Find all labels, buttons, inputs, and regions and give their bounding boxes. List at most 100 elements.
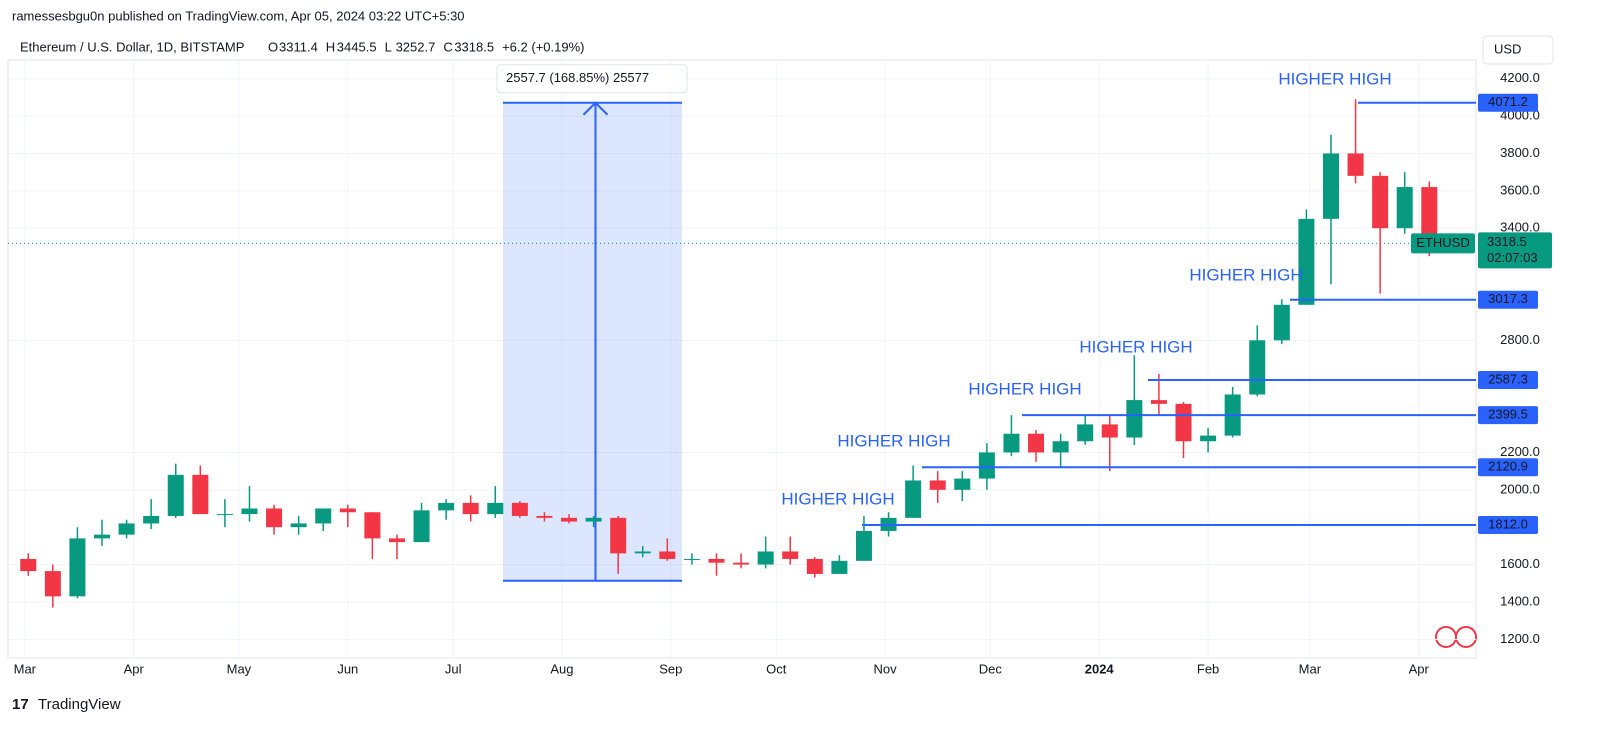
candle-body	[1175, 403, 1192, 442]
flag-icon[interactable]	[1455, 626, 1477, 648]
candle-body	[855, 530, 872, 561]
candle-body	[1372, 175, 1389, 229]
y-tick-label: 1400.0	[1500, 593, 1540, 608]
y-tick-label: 2200.0	[1500, 444, 1540, 459]
candle-body	[929, 480, 946, 490]
candle-body	[167, 474, 184, 516]
candle-body	[659, 551, 676, 559]
level-label: 4071.2	[1488, 94, 1528, 109]
candle-body	[290, 523, 307, 528]
x-tick-label: May	[227, 661, 252, 676]
x-tick-label: Oct	[766, 661, 787, 676]
candle-body	[1298, 218, 1315, 305]
level-tag	[1478, 458, 1538, 477]
y-tick-label: 3400.0	[1500, 220, 1540, 235]
level-tag	[1478, 290, 1538, 309]
candle-body	[462, 502, 479, 515]
x-tick-label: Aug	[550, 661, 573, 676]
candle-body	[364, 512, 381, 539]
candle-body	[192, 474, 209, 515]
candle-body	[413, 510, 430, 543]
ohlc-key: C	[443, 39, 452, 54]
flag-icon[interactable]	[1435, 626, 1457, 648]
candle-body	[1200, 435, 1217, 442]
price-tag-value: 3318.5	[1487, 234, 1527, 249]
annotation: HIGHER HIGH	[1278, 69, 1391, 88]
annotation: HIGHER HIGH	[1189, 265, 1302, 284]
x-tick-label: Nov	[874, 661, 898, 676]
symbol-tag	[1411, 233, 1475, 254]
x-tick-label: Dec	[979, 661, 1003, 676]
level-label: 1812.0	[1488, 516, 1528, 531]
candle-body	[118, 523, 135, 535]
level-tag	[1478, 93, 1538, 112]
y-tick-label: 2800.0	[1500, 332, 1540, 347]
candle-body	[1421, 187, 1438, 244]
candle-body	[1028, 433, 1045, 453]
x-tick-label: Jun	[337, 661, 358, 676]
candle-body	[487, 502, 504, 515]
candle-body	[831, 560, 848, 574]
candle-body	[44, 571, 61, 597]
annotation: HIGHER HIGH	[968, 379, 1081, 398]
level-label: 2120.9	[1488, 459, 1528, 474]
x-tick-label: Apr	[124, 661, 145, 676]
candle-body	[757, 551, 774, 565]
candle-body	[69, 538, 86, 597]
candle-body	[216, 514, 233, 516]
x-tick-label: Feb	[1197, 661, 1219, 676]
x-tick-label: Jul	[445, 661, 462, 676]
y-tick-label: 3800.0	[1500, 145, 1540, 160]
candle-body	[1322, 153, 1339, 219]
y-tick-label: 4200.0	[1500, 70, 1540, 85]
candle-body	[536, 515, 553, 518]
candle-body	[1101, 424, 1118, 438]
currency[interactable]: USD	[1494, 41, 1521, 56]
level-label: 3017.3	[1488, 291, 1528, 306]
candle-body	[1126, 400, 1143, 438]
x-tick-label: Mar	[1299, 661, 1322, 676]
x-tick-label: 2024	[1085, 661, 1115, 676]
candle-body	[94, 534, 111, 539]
candle-body	[1347, 153, 1364, 176]
candle-body	[634, 551, 651, 554]
candle-body	[20, 558, 37, 572]
candle-body	[438, 502, 455, 511]
candle-body	[782, 551, 799, 559]
y-tick-label: 3600.0	[1500, 182, 1540, 197]
symbol-tag-label: ETHUSD	[1416, 235, 1469, 250]
symbol: Ethereum / U.S. Dollar, 1D, BITSTAMP	[20, 39, 244, 54]
level-tag	[1478, 515, 1538, 534]
level-label: 2399.5	[1488, 407, 1528, 422]
candle-body	[1052, 441, 1069, 453]
candle-body	[683, 558, 700, 560]
candle-body	[241, 508, 258, 515]
currency-box[interactable]	[1482, 35, 1554, 65]
y-tick-label: 1600.0	[1500, 556, 1540, 571]
brand-logo: 17	[12, 696, 29, 713]
price-tag-countdown: 02:07:03	[1487, 250, 1538, 265]
candle-body	[511, 502, 528, 516]
candle-body	[1273, 304, 1290, 341]
x-tick-label: Mar	[14, 661, 37, 676]
candle-body	[339, 508, 356, 513]
candle-body	[143, 515, 160, 524]
candle-body	[954, 478, 971, 490]
ohlc-key: H	[326, 39, 335, 54]
candle-body	[610, 517, 627, 554]
measure-box	[503, 102, 682, 581]
annotation: HIGHER HIGH	[837, 431, 950, 450]
candle-body	[806, 558, 823, 574]
candle-body	[1077, 424, 1094, 442]
ohlc-key: O	[268, 39, 278, 54]
candle-body	[561, 517, 578, 522]
candle-body	[708, 558, 725, 563]
ohlc-key: L	[385, 39, 392, 54]
candle-body	[585, 517, 602, 522]
candle-body	[315, 508, 332, 524]
plot-frame	[7, 59, 1477, 659]
measure-label-box	[496, 64, 688, 94]
